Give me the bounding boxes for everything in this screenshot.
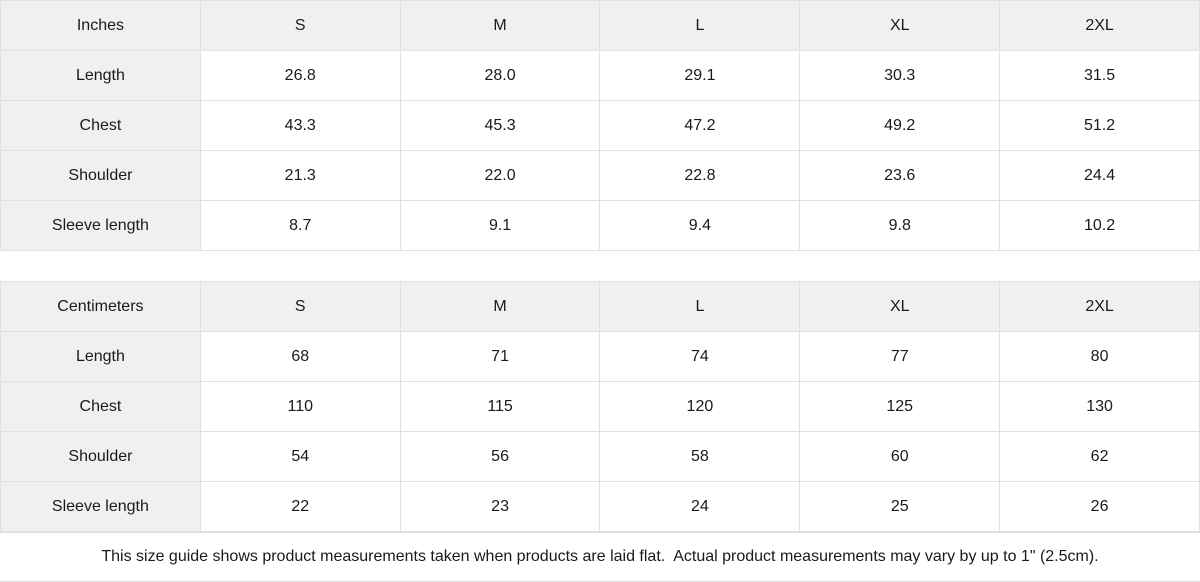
- row-label: Chest: [0, 100, 201, 151]
- measurement-cell: 22: [199, 481, 401, 532]
- footer-row: This size guide shows product measuremen…: [0, 532, 1200, 582]
- size-table-header-row: Inches S M L XL 2XL: [0, 0, 1200, 51]
- measurement-cell: 71: [399, 331, 601, 382]
- table-row: Shoulder 21.3 22.0 22.8 23.6 24.4: [0, 150, 1200, 201]
- measurement-cell: 31.5: [999, 50, 1200, 101]
- measurement-cell: 28.0: [399, 50, 601, 101]
- measurement-cell: 26.8: [199, 50, 401, 101]
- size-column-header: 2XL: [999, 281, 1200, 332]
- size-column-header: XL: [799, 281, 1001, 332]
- measurement-cell: 54: [199, 431, 401, 482]
- measurement-cell: 51.2: [999, 100, 1200, 151]
- measurement-cell: 24.4: [999, 150, 1200, 201]
- measurement-cell: 30.3: [799, 50, 1001, 101]
- measurement-cell: 9.8: [799, 200, 1001, 251]
- row-label: Length: [0, 50, 201, 101]
- measurement-cell: 8.7: [199, 200, 401, 251]
- measurement-cell: 45.3: [399, 100, 601, 151]
- unit-header: Centimeters: [0, 281, 201, 332]
- measurement-cell: 110: [199, 381, 401, 432]
- size-column-header: S: [199, 281, 401, 332]
- measurement-cell: 125: [799, 381, 1001, 432]
- table-gap: [0, 251, 1200, 281]
- measurement-cell: 47.2: [599, 100, 801, 151]
- row-label: Chest: [0, 381, 201, 432]
- measurement-cell: 58: [599, 431, 801, 482]
- measurement-cell: 25: [799, 481, 1001, 532]
- inches-size-table: Inches S M L XL 2XL Length 26.8 28.0 29.1 30.3 31.5…: [0, 0, 1200, 251]
- size-column-header: L: [599, 281, 801, 332]
- row-label: Sleeve length: [0, 200, 201, 251]
- measurement-cell: 24: [599, 481, 801, 532]
- measurement-cell: 130: [999, 381, 1200, 432]
- measurement-cell: 23: [399, 481, 601, 532]
- unit-header: Inches: [0, 0, 201, 51]
- table-row: Shoulder 54 56 58 60 62: [0, 431, 1200, 482]
- measurement-cell: 9.4: [599, 200, 801, 251]
- row-label: Sleeve length: [0, 481, 201, 532]
- size-column-header: 2XL: [999, 0, 1200, 51]
- table-row: Chest 43.3 45.3 47.2 49.2 51.2: [0, 100, 1200, 151]
- measurement-cell: 23.6: [799, 150, 1001, 201]
- size-table-header-row: Centimeters S M L XL 2XL: [0, 281, 1200, 332]
- footer-note: This size guide shows product measuremen…: [101, 548, 1099, 565]
- measurement-cell: 77: [799, 331, 1001, 382]
- table-row: Length 26.8 28.0 29.1 30.3 31.5: [0, 50, 1200, 101]
- measurement-cell: 62: [999, 431, 1200, 482]
- measurement-cell: 56: [399, 431, 601, 482]
- measurement-cell: 26: [999, 481, 1200, 532]
- measurement-cell: 115: [399, 381, 601, 432]
- measurement-cell: 22.8: [599, 150, 801, 201]
- table-row: Chest 110 115 120 125 130: [0, 381, 1200, 432]
- size-column-header: L: [599, 0, 801, 51]
- measurement-cell: 49.2: [799, 100, 1001, 151]
- measurement-cell: 21.3: [199, 150, 401, 201]
- measurement-cell: 43.3: [199, 100, 401, 151]
- table-row: Sleeve length 8.7 9.1 9.4 9.8 10.2: [0, 200, 1200, 251]
- measurement-cell: 29.1: [599, 50, 801, 101]
- size-column-header: XL: [799, 0, 1001, 51]
- table-row: Length 68 71 74 77 80: [0, 331, 1200, 382]
- table-row: Sleeve length 22 23 24 25 26: [0, 481, 1200, 532]
- measurement-cell: 74: [599, 331, 801, 382]
- size-column-header: M: [399, 0, 601, 51]
- size-column-header: M: [399, 281, 601, 332]
- measurement-cell: 60: [799, 431, 1001, 482]
- measurement-cell: 22.0: [399, 150, 601, 201]
- measurement-cell: 68: [199, 331, 401, 382]
- measurement-cell: 120: [599, 381, 801, 432]
- measurement-cell: 9.1: [399, 200, 601, 251]
- size-column-header: S: [199, 0, 401, 51]
- row-label: Shoulder: [0, 431, 201, 482]
- measurement-cell: 80: [999, 331, 1200, 382]
- row-label: Length: [0, 331, 201, 382]
- row-label: Shoulder: [0, 150, 201, 201]
- measurement-cell: 10.2: [999, 200, 1200, 251]
- centimeters-size-table: Centimeters S M L XL 2XL Length 68 71 74 77 80 Chest…: [0, 281, 1200, 532]
